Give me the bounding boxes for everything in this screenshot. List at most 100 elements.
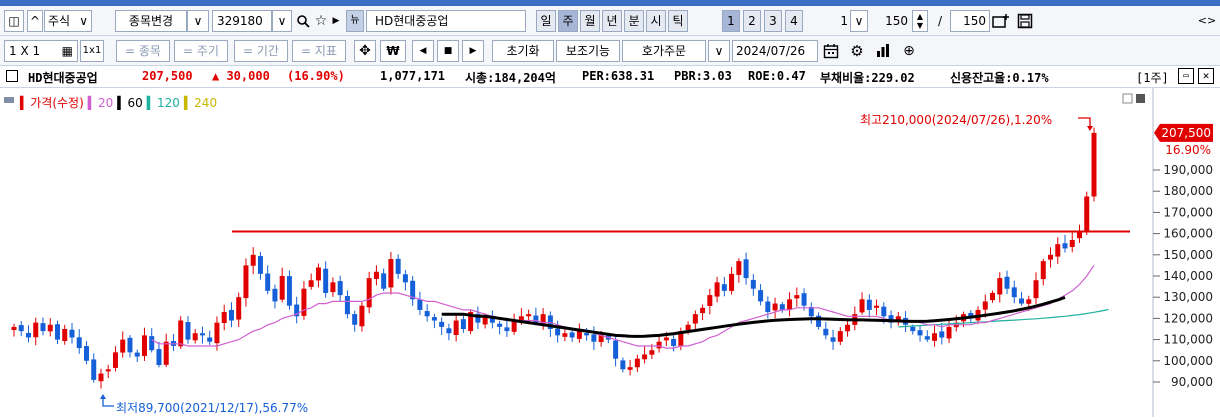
candle-body: [98, 373, 104, 382]
legend-price: 가격(수정): [30, 96, 84, 110]
favorite-star-icon[interactable]: ☆: [314, 13, 328, 29]
sync-period-button[interactable]: = 기간: [234, 40, 288, 62]
add-window-icon[interactable]: [990, 10, 1012, 32]
candle-body: [533, 315, 539, 323]
candle-body: [562, 333, 568, 337]
date-input[interactable]: 2024/07/26: [732, 40, 818, 62]
stock-code-input[interactable]: 329180: [212, 10, 272, 32]
chevron-down-icon[interactable]: ∨: [187, 10, 209, 32]
sync-cycle-button[interactable]: = 주기: [174, 40, 228, 62]
candle-body: [518, 316, 524, 322]
period-tab-month[interactable]: 월: [580, 10, 600, 32]
restore-window-icon[interactable]: ▭: [1178, 68, 1194, 84]
candle-body: [410, 280, 416, 300]
order-book-button[interactable]: 호가주문: [622, 40, 706, 62]
layout-select[interactable]: 1 X 1 ▦: [4, 40, 78, 62]
candle-body: [1091, 132, 1097, 197]
info-period: [1주]: [1136, 71, 1169, 85]
candle-body: [475, 313, 481, 323]
chevron-down-icon[interactable]: ∨: [708, 40, 730, 62]
candle-body: [214, 322, 220, 344]
chevron-down-icon[interactable]: ∨: [272, 10, 292, 32]
info-checkbox[interactable]: [6, 70, 18, 82]
step-back-icon[interactable]: ◀: [412, 40, 434, 62]
currency-won-button[interactable]: ₩: [380, 40, 406, 62]
candle-body: [1026, 299, 1032, 304]
settings-gear-icon[interactable]: ⚙: [850, 42, 864, 60]
candle-body: [330, 282, 336, 293]
close-icon[interactable]: ✕: [1198, 68, 1214, 84]
aux-function-button[interactable]: 보조기능: [556, 40, 620, 62]
period-tab-day[interactable]: 일: [536, 10, 556, 32]
candle-body: [910, 326, 916, 332]
candle-body: [301, 288, 307, 316]
reset-button[interactable]: 초기화: [492, 40, 554, 62]
candle-body: [373, 271, 379, 279]
period-tab-minute[interactable]: 분: [624, 10, 644, 32]
calendar-icon[interactable]: [820, 40, 842, 62]
number-tab-1[interactable]: 1: [722, 10, 740, 32]
info-market-cap: 시총:184,204억: [465, 71, 556, 85]
candle-body: [823, 328, 829, 336]
one-by-one-button[interactable]: 1x1: [80, 40, 104, 62]
candle-body: [845, 324, 851, 332]
candle-body: [787, 299, 793, 310]
panel-toggle-icon[interactable]: ◫: [4, 10, 24, 32]
candle-body: [112, 352, 118, 368]
chart-area[interactable]: 90,000 100,000 110,000 120,000 130,000 140,00…: [0, 88, 1220, 417]
candle-body: [700, 307, 706, 314]
grid-lines: [1153, 169, 1160, 383]
candle-body: [642, 354, 648, 360]
layout-label: 1 X 1: [9, 44, 41, 58]
period-tab-week[interactable]: 주: [558, 10, 578, 32]
candle-body: [344, 295, 350, 315]
total-count: 150: [950, 10, 990, 32]
save-icon[interactable]: [1014, 10, 1036, 32]
candle-body: [388, 259, 394, 288]
play-right-icon[interactable]: ▶: [332, 16, 340, 26]
candle-body: [156, 349, 162, 366]
number-tab-2[interactable]: 2: [743, 10, 761, 32]
candle-body: [18, 325, 24, 332]
candle-body: [678, 331, 684, 346]
move-icon[interactable]: ✥: [354, 40, 376, 62]
expand-panel-icon[interactable]: <>: [1198, 14, 1216, 27]
chevron-down-icon[interactable]: ∨: [850, 10, 868, 32]
chevron-up-icon[interactable]: ^: [27, 10, 43, 32]
candle-body: [598, 333, 604, 343]
y-tick-label: 100,000: [1163, 354, 1213, 368]
sync-item-button[interactable]: = 종목: [116, 40, 170, 62]
search-icon[interactable]: [294, 10, 312, 32]
candle-body: [634, 358, 640, 368]
step-forward-icon[interactable]: ▶: [462, 40, 484, 62]
candle-body: [417, 299, 423, 310]
candle-body: [265, 273, 271, 291]
candle-body: [381, 273, 387, 289]
candle-body: [1077, 231, 1083, 239]
period-tab-year[interactable]: 년: [602, 10, 622, 32]
sync-indicator-button[interactable]: = 지표: [292, 40, 346, 62]
number-tab-4[interactable]: 4: [785, 10, 803, 32]
add-indicator-icon[interactable]: ⊕: [903, 43, 915, 59]
info-debt-ratio: 부채비율:229.02: [820, 71, 915, 85]
count-spinner[interactable]: ▲ ▼: [912, 10, 928, 32]
price-chart[interactable]: 90,000 100,000 110,000 120,000 130,000 140,00…: [0, 88, 1220, 417]
y-tick-label: 160,000: [1163, 227, 1213, 241]
candle-body: [453, 320, 459, 336]
candle-body: [489, 315, 495, 323]
market-type-select[interactable]: 주식 ∨: [44, 10, 92, 32]
current-rate-label: 16.90%: [1165, 143, 1211, 157]
high-pointer-line: [1078, 117, 1091, 128]
change-stock-button[interactable]: 종목변경: [115, 10, 187, 32]
legend-ma20-mark: ▍: [87, 95, 97, 110]
candle-body: [649, 350, 655, 355]
period-tab-hour[interactable]: 시: [646, 10, 666, 32]
indicator-chart-icon[interactable]: [872, 40, 894, 62]
candle-body: [221, 312, 227, 323]
stop-icon[interactable]: ■: [437, 40, 459, 62]
number-tab-3[interactable]: 3: [764, 10, 782, 32]
news-icon[interactable]: 뉴: [346, 10, 364, 32]
count-input[interactable]: 150: [885, 14, 908, 28]
period-tab-tick[interactable]: 틱: [668, 10, 688, 32]
candle-body: [895, 316, 901, 321]
